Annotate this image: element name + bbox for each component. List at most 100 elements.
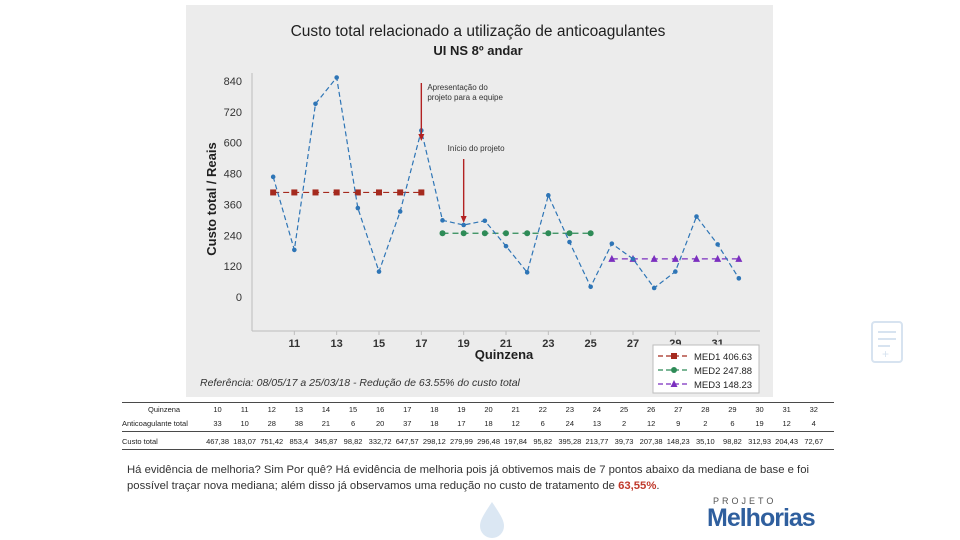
median2-marker <box>460 230 467 237</box>
median1-marker <box>312 189 319 196</box>
anticoagulante-cell: 12 <box>782 419 791 428</box>
anticoagulante-cell: 9 <box>676 419 681 428</box>
quinzena-cell: 20 <box>484 405 493 414</box>
custo-cell: 345,87 <box>314 437 338 446</box>
y-tick-label: 480 <box>224 169 242 181</box>
custo-cell: 98,82 <box>343 437 363 446</box>
cost-data-point <box>292 247 297 253</box>
x-tick-label: 19 <box>458 338 470 350</box>
quinzena-cell: 18 <box>430 405 439 414</box>
custo-cell: 298,12 <box>422 437 446 446</box>
quinzena-cell: 13 <box>294 405 304 414</box>
cost-data-point <box>673 269 678 274</box>
annotation-line-2: projeto para a equipe <box>427 93 503 102</box>
cost-data-point <box>567 239 572 245</box>
quinzena-cell: 14 <box>321 405 331 414</box>
custo-cell: 35,10 <box>695 437 715 446</box>
custo-cell: 647,57 <box>395 437 419 446</box>
cost-data-point <box>334 75 339 80</box>
quinzena-cell: 30 <box>755 405 764 414</box>
anticoagulante-cell: 37 <box>403 419 412 428</box>
chart-panel: Custo total relacionado a utilização de … <box>186 5 773 397</box>
projeto-melhorias-logo: PROJETO Melhorias <box>707 496 867 532</box>
quinzena-cell: 17 <box>403 405 412 414</box>
quinzena-cell: 27 <box>674 405 683 414</box>
x-tick-label: 23 <box>542 338 554 350</box>
cost-data-point <box>694 214 699 219</box>
anticoagulante-cell: 6 <box>540 419 545 428</box>
legend-label: MED3 148.23 <box>694 380 752 391</box>
table-rule-bottom <box>122 449 834 450</box>
cost-data-point <box>630 256 636 262</box>
quinzena-cell: 32 <box>809 405 818 414</box>
median1-marker <box>376 189 382 196</box>
custo-cell: 95,82 <box>533 437 553 446</box>
anticoagulante-cell: 17 <box>457 419 466 428</box>
quinzena-cell: 29 <box>728 405 737 414</box>
anticoagulante-cell: 18 <box>430 419 439 428</box>
quinzena-cell: 24 <box>592 405 602 414</box>
cost-data-point <box>355 205 361 211</box>
anticoagulante-cell: 2 <box>703 419 708 428</box>
cost-data-point <box>440 218 445 223</box>
median1-marker <box>397 189 404 196</box>
custo-cell: 467,38 <box>206 437 230 446</box>
quinzena-cell: 26 <box>646 405 656 414</box>
quinzena-cell: 12 <box>267 405 276 414</box>
median2-marker <box>566 230 573 237</box>
custo-cell: 98,82 <box>723 437 742 446</box>
cost-data-point <box>397 209 403 214</box>
anticoagulante-cell: 12 <box>511 419 520 428</box>
custo-cell: 853,4 <box>289 437 309 446</box>
annotation-line-1: Apresentação do <box>427 83 488 92</box>
cost-data-point <box>736 276 742 281</box>
quinzena-cell: 11 <box>240 405 249 414</box>
median3-marker <box>735 254 743 262</box>
custo-cell: 148,23 <box>666 437 690 446</box>
median1-marker <box>291 189 298 196</box>
y-tick-label: 240 <box>224 230 242 242</box>
cost-data-point <box>609 241 615 246</box>
drop-icon <box>480 502 504 538</box>
legend-marker <box>670 380 678 387</box>
conclusion-percent: 63,55% <box>618 480 657 492</box>
x-tick-label: 27 <box>627 338 639 350</box>
cost-data-point <box>313 101 318 107</box>
quinzena-cell: 10 <box>213 405 222 414</box>
median3-marker <box>671 254 679 262</box>
custo-cell: 204,43 <box>775 437 799 446</box>
y-tick-label: 120 <box>224 261 242 273</box>
cost-data-point <box>503 243 509 249</box>
svg-text:+: + <box>882 347 889 361</box>
custo-cell: 183,07 <box>233 437 257 446</box>
legend-marker <box>671 367 677 373</box>
custo-cell: 207,38 <box>639 437 663 446</box>
median3-marker <box>650 254 658 262</box>
custo-cell: 312,93 <box>748 437 772 446</box>
median2-marker <box>481 230 488 237</box>
legend-label: MED1 406.63 <box>694 352 752 363</box>
anticoagulante-cell: 12 <box>646 419 656 428</box>
cost-data-point <box>376 269 382 274</box>
legend-label: MED2 247.88 <box>694 366 752 377</box>
anticoagulante-cell: 24 <box>565 419 575 428</box>
y-tick-label: 360 <box>224 199 242 211</box>
x-tick-label: 25 <box>585 338 597 350</box>
conclusion-body: Há evidência de melhoria? Sim Por quê? H… <box>127 464 809 492</box>
cost-data-point <box>546 193 551 198</box>
cost-series-line <box>272 76 740 289</box>
anticoagulante-cell: 10 <box>240 419 249 428</box>
median2-marker <box>503 230 509 237</box>
cost-data-point <box>524 270 530 275</box>
median1-marker <box>418 189 425 196</box>
median3-marker <box>608 254 616 262</box>
annotation-label-start: Início do projeto <box>448 144 505 153</box>
custo-cell: 39,73 <box>614 437 634 446</box>
legend: MED1 406.63 MED2 247.88 MED3 148.23 <box>652 344 760 394</box>
table-rule-top <box>122 402 834 403</box>
median2-marker <box>545 230 552 237</box>
conclusion-end: . <box>656 480 660 492</box>
quinzena-cell: 22 <box>538 405 547 414</box>
y-tick-label: 0 <box>236 292 242 304</box>
annotation-label-presentation: Apresentação do projeto para a equipe <box>427 83 503 102</box>
